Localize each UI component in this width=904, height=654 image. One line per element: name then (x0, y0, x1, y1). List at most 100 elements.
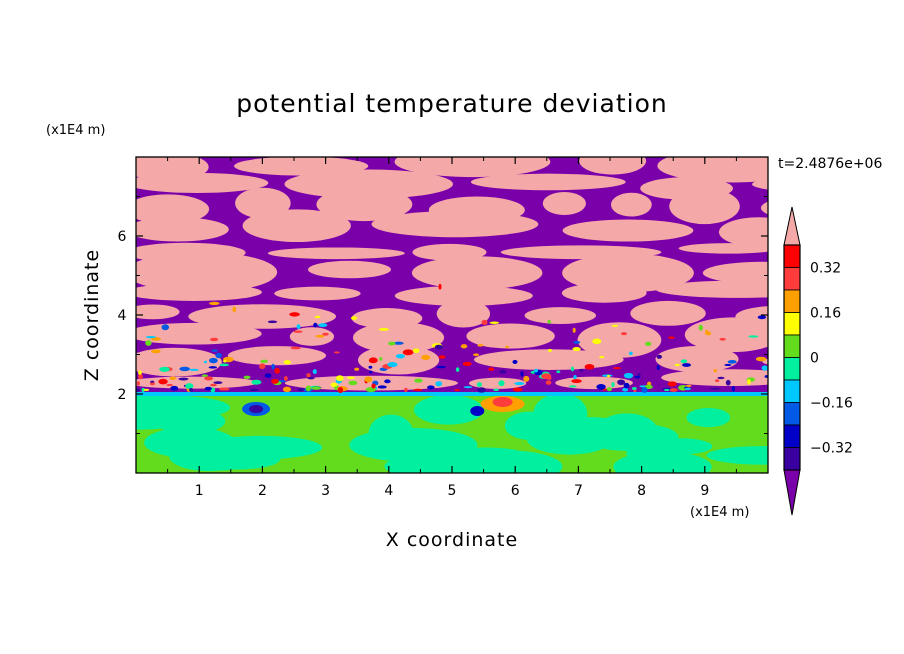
y-tick-label: 6 (118, 229, 127, 245)
anomaly-speckle (413, 388, 423, 392)
anomaly-speckle (436, 365, 446, 369)
anomaly-speckle (573, 374, 577, 380)
anomaly-speckle (218, 387, 230, 391)
anomaly-speckle (150, 382, 155, 386)
anomaly-speckle (337, 387, 344, 393)
anomaly-speckle (314, 315, 321, 319)
anomaly-speckle (333, 351, 340, 354)
near-zero-patch (533, 393, 588, 434)
anomaly-speckle (170, 385, 179, 391)
x-tick-label: 7 (574, 483, 583, 499)
positive-anomaly-patch (242, 209, 351, 243)
anomaly-speckle (520, 371, 524, 377)
colorbar-label: 0.16 (810, 306, 841, 322)
colorbar-label: −0.16 (810, 396, 853, 412)
positive-anomaly-patch (136, 283, 262, 301)
anomaly-speckle (143, 388, 150, 391)
anomaly-speckle (463, 386, 473, 389)
anomaly-speckle (572, 347, 581, 352)
positive-anomaly-patch (718, 217, 768, 247)
anomaly-speckle (141, 387, 145, 393)
anomaly-speckle (404, 387, 408, 392)
positive-anomaly-patch (136, 172, 269, 193)
anomaly-speckle (271, 363, 275, 370)
anomaly-speckle (606, 374, 611, 378)
near-zero-patch (648, 438, 713, 455)
anomaly-speckle (548, 348, 552, 352)
anomaly-speckle (698, 324, 703, 331)
positive-anomaly-patch (136, 217, 229, 242)
anomaly-speckle (274, 367, 280, 374)
anomaly-speckle (412, 348, 420, 353)
anomaly-speckle (259, 363, 266, 370)
anomaly-speckle (629, 351, 633, 356)
anomaly-speckle (209, 301, 220, 306)
anomaly-speckle (623, 372, 634, 379)
warm-plume-core (492, 397, 513, 407)
anomaly-speckle (512, 387, 523, 392)
colorbar-swatch (783, 447, 801, 471)
positive-anomaly-patch (657, 157, 768, 183)
anomaly-speckle (611, 381, 615, 388)
near-zero-patch (136, 395, 231, 420)
anomaly-speckle (249, 388, 259, 392)
positive-anomaly-patch (394, 285, 533, 306)
positive-anomaly-patch (316, 187, 413, 222)
anomaly-speckle (371, 383, 376, 389)
positive-anomaly-patch (227, 346, 327, 366)
anomaly-speckle (556, 370, 561, 374)
anomaly-speckle (512, 359, 518, 364)
x-tick-label: 3 (321, 483, 330, 499)
positive-anomaly-patch (136, 376, 258, 389)
anomaly-speckle (656, 365, 660, 371)
anomaly-speckle (402, 349, 414, 356)
y-axis-label: Z coordinate (81, 249, 103, 381)
anomaly-speckle (138, 373, 143, 380)
anomaly-speckle (203, 360, 207, 364)
anomaly-speckle (505, 345, 510, 348)
anomaly-speckle (684, 387, 691, 391)
anomaly-speckle (318, 323, 328, 328)
anomaly-speckle (178, 377, 189, 381)
anomaly-speckle (611, 324, 619, 327)
anomaly-speckle (388, 341, 396, 346)
anomaly-speckle (296, 324, 301, 329)
anomaly-speckle (189, 368, 199, 371)
colorbar-label: −0.32 (810, 441, 853, 457)
positive-anomaly-patch (473, 349, 624, 371)
positive-anomaly-patch (307, 260, 392, 279)
anomaly-speckle (724, 363, 732, 367)
anomaly-speckle (136, 381, 140, 386)
x-tick-label: 8 (637, 483, 646, 499)
anomaly-speckle (289, 312, 300, 317)
anomaly-speckle (462, 361, 472, 366)
anomaly-speckle (435, 381, 443, 387)
anomaly-speckle (617, 379, 626, 386)
anomaly-speckle (313, 322, 318, 328)
anomaly-speckle (455, 367, 460, 372)
anomaly-speckle (705, 329, 709, 336)
colorbar-frame (783, 244, 801, 471)
positive-anomaly-patch (702, 261, 768, 285)
anomaly-speckle (179, 366, 190, 372)
anomaly-speckle (169, 376, 176, 380)
colorbar-swatch (783, 402, 801, 426)
anomaly-speckle (685, 384, 692, 387)
anomaly-speckle (656, 354, 663, 359)
positive-anomaly-patch (284, 375, 458, 391)
x-tick-label: 5 (448, 483, 457, 499)
anomaly-speckle (223, 359, 227, 363)
positive-anomaly-patch (684, 317, 768, 353)
cold-eddy (470, 406, 485, 416)
anomaly-speckle (476, 382, 483, 387)
anomaly-speckle (606, 387, 612, 392)
near-zero-patch (349, 428, 478, 463)
anomaly-speckle (378, 328, 390, 331)
x-tick-label: 6 (511, 483, 520, 499)
anomaly-speckle (719, 337, 726, 341)
anomaly-speckle (201, 374, 208, 377)
anomaly-speckle (488, 367, 495, 371)
anomaly-speckle (290, 346, 301, 350)
x-axis: 1 2 3 4 5 6 7 8 9 (167, 157, 737, 499)
positive-anomaly-patch (561, 283, 647, 303)
